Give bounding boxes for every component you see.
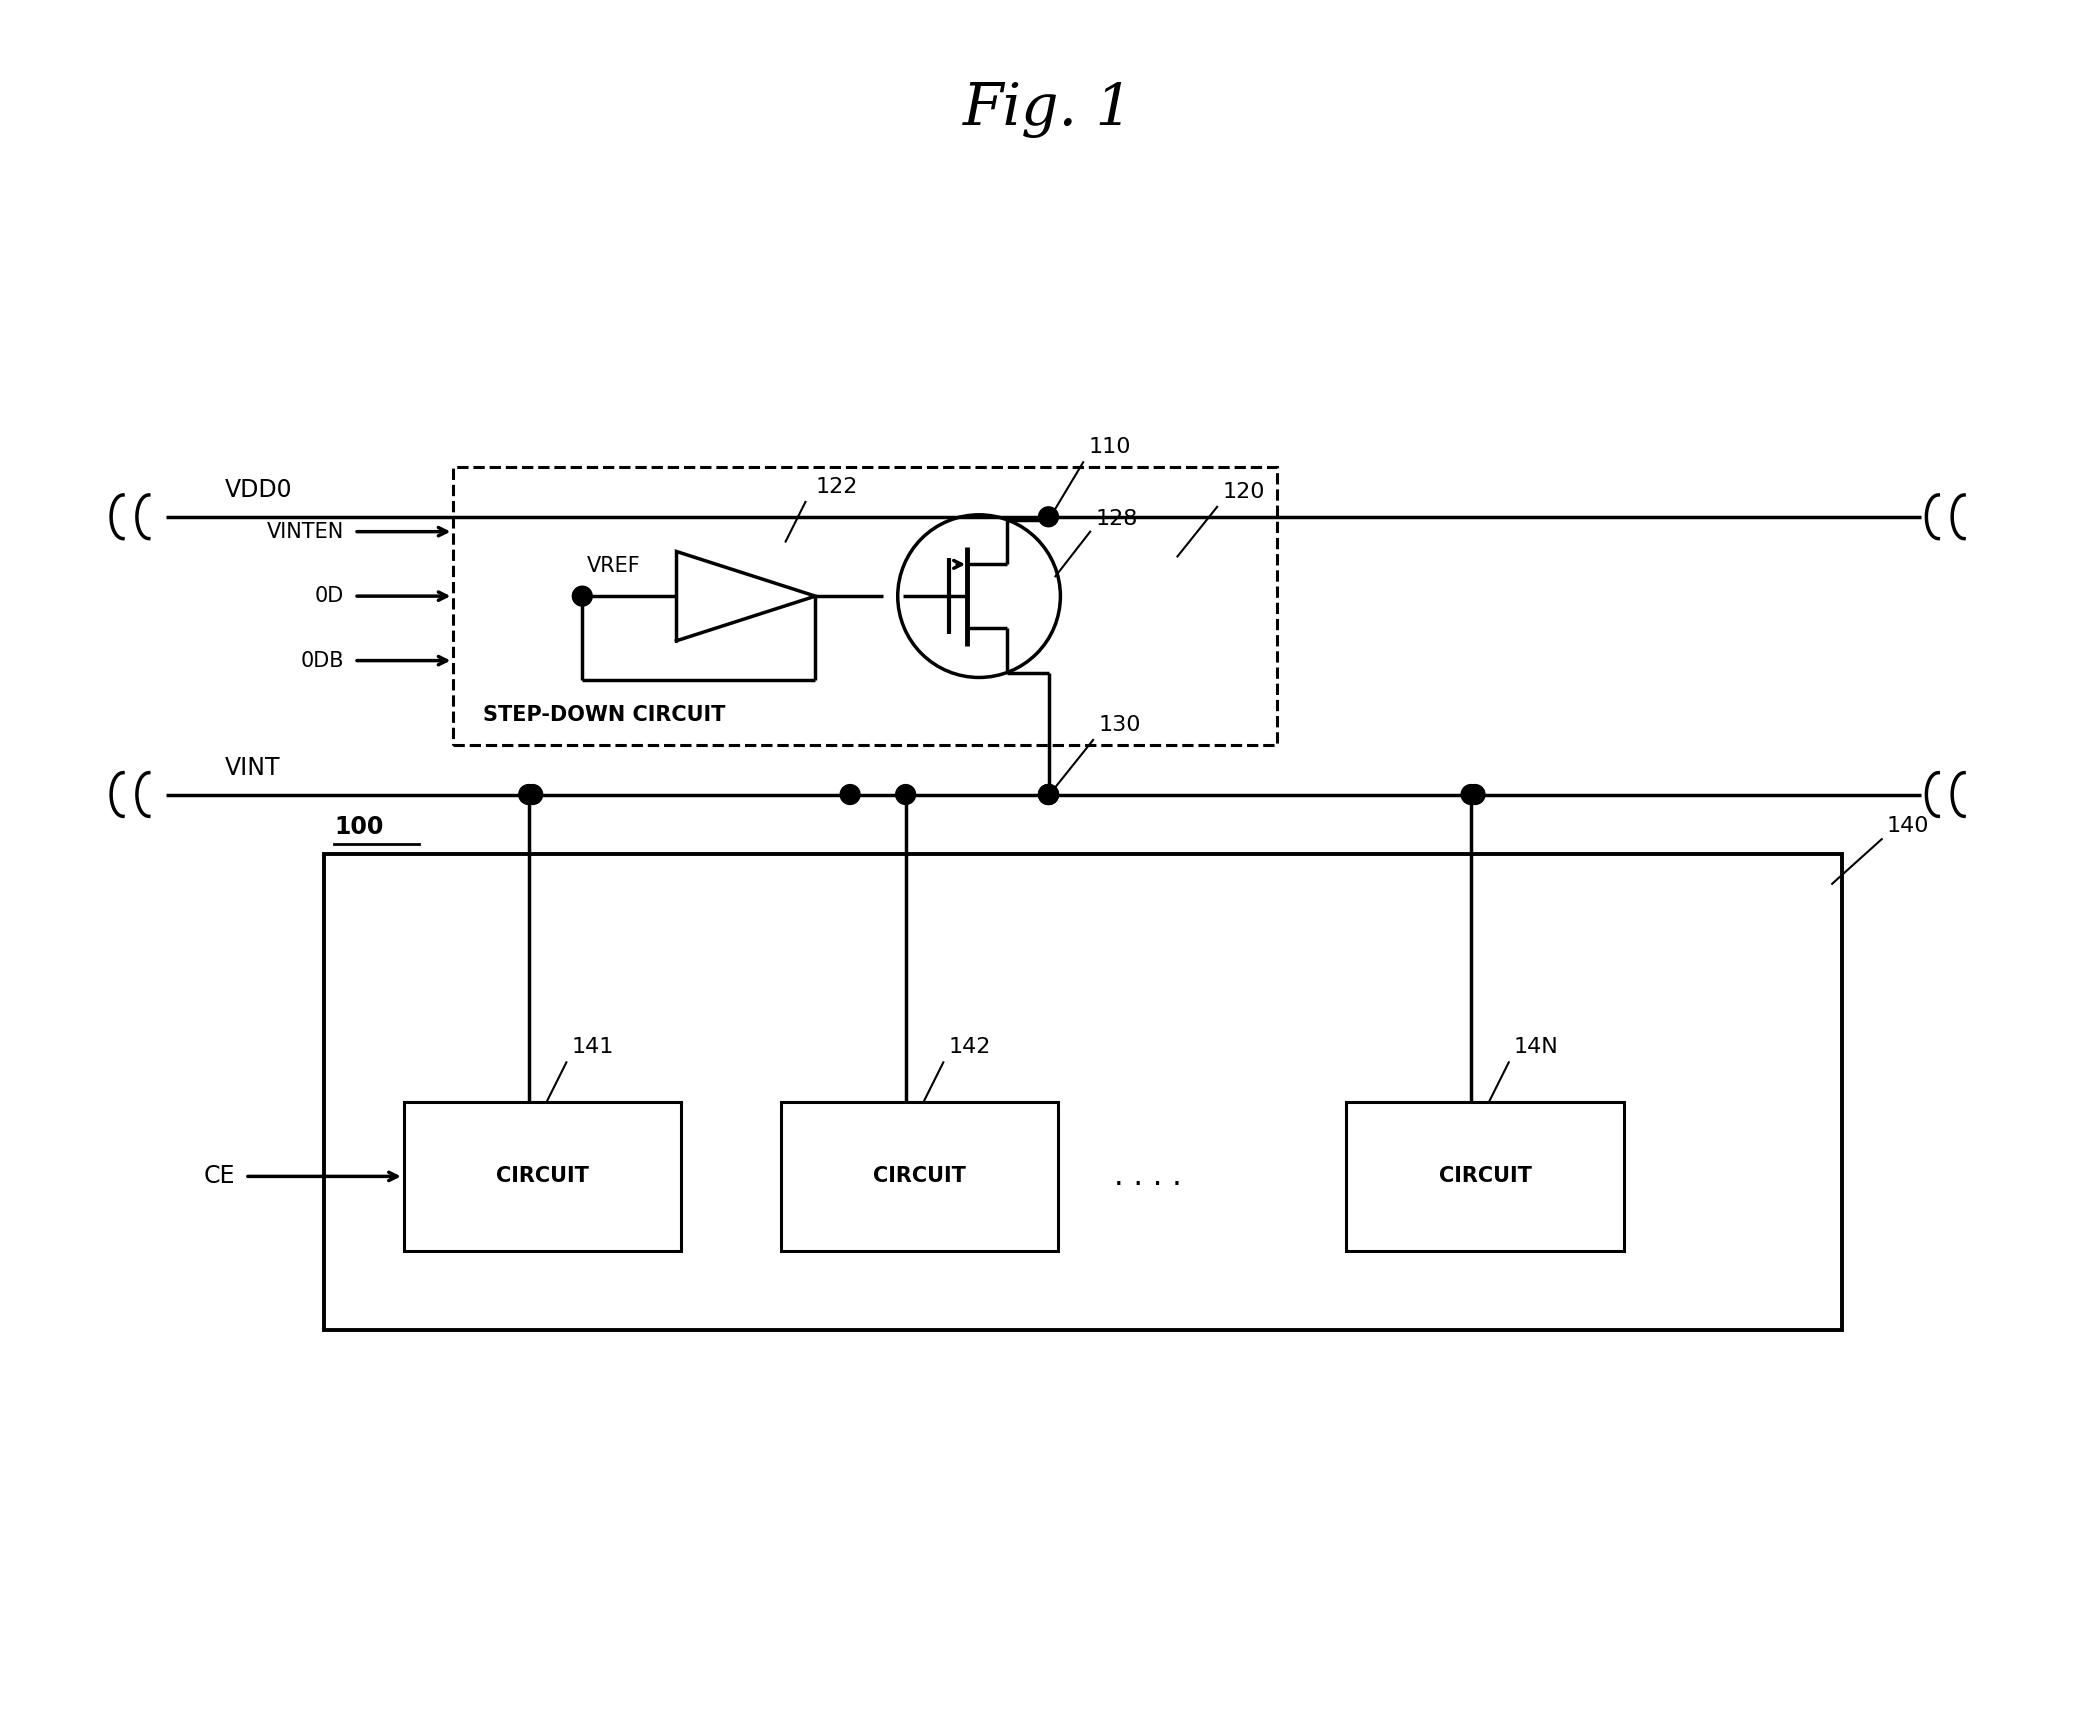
Circle shape: [841, 785, 860, 804]
Text: . . . .: . . . .: [1114, 1162, 1181, 1191]
Circle shape: [1038, 785, 1059, 804]
Text: 140: 140: [1887, 816, 1929, 836]
Text: 142: 142: [948, 1037, 990, 1058]
Circle shape: [1466, 785, 1485, 804]
Text: 14N: 14N: [1514, 1037, 1558, 1058]
Text: 110: 110: [1088, 437, 1130, 458]
Text: VINT: VINT: [224, 756, 281, 780]
Text: 0DB: 0DB: [300, 651, 344, 670]
Circle shape: [1038, 785, 1059, 804]
Text: CIRCUIT: CIRCUIT: [1439, 1167, 1531, 1186]
Text: VREF: VREF: [587, 557, 642, 576]
Text: 128: 128: [1095, 509, 1137, 528]
Text: CIRCUIT: CIRCUIT: [497, 1167, 589, 1186]
Text: 100: 100: [333, 816, 384, 840]
Text: CE: CE: [203, 1164, 235, 1188]
Text: 130: 130: [1099, 715, 1141, 735]
Text: 122: 122: [816, 476, 858, 497]
Circle shape: [1038, 507, 1059, 526]
Circle shape: [572, 586, 591, 607]
Text: VINTEN: VINTEN: [266, 521, 344, 542]
Text: CIRCUIT: CIRCUIT: [872, 1167, 967, 1186]
Circle shape: [518, 785, 539, 804]
Text: Fig. 1: Fig. 1: [963, 82, 1134, 139]
Text: VDD0: VDD0: [224, 478, 294, 502]
Text: 0D: 0D: [315, 586, 344, 607]
Circle shape: [522, 785, 543, 804]
Text: 120: 120: [1223, 482, 1264, 502]
Circle shape: [895, 785, 916, 804]
Text: 141: 141: [570, 1037, 614, 1058]
Text: STEP-DOWN CIRCUIT: STEP-DOWN CIRCUIT: [482, 704, 726, 725]
Circle shape: [1462, 785, 1480, 804]
Circle shape: [1038, 785, 1059, 804]
